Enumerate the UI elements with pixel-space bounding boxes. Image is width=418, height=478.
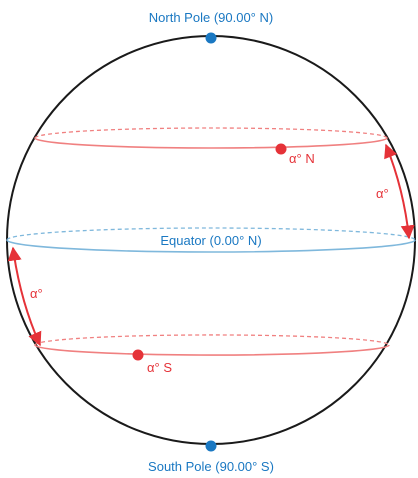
north-pole-label: North Pole (90.00° N) [149, 10, 273, 25]
south-pole-label: South Pole (90.00° S) [148, 459, 274, 474]
north-latitude-front [34, 137, 388, 149]
south-pole-dot [205, 440, 217, 452]
south-latitude-label: α° S [147, 360, 172, 375]
south-latitude-dot [132, 349, 144, 361]
equator-label: Equator (0.00° N) [160, 233, 261, 248]
angle-arrow-right [384, 143, 415, 240]
north-latitude-label: α° N [289, 151, 315, 166]
north-latitude-dot [275, 143, 287, 155]
north-latitude-back [34, 127, 388, 139]
south-latitude-back [34, 334, 390, 346]
angle-label-right: α° [376, 186, 389, 201]
north-pole-dot [205, 32, 217, 44]
angle-label-left: α° [30, 286, 43, 301]
equator-front [6, 239, 416, 253]
south-latitude-front [34, 344, 390, 356]
angle-arrow-left [7, 246, 42, 347]
